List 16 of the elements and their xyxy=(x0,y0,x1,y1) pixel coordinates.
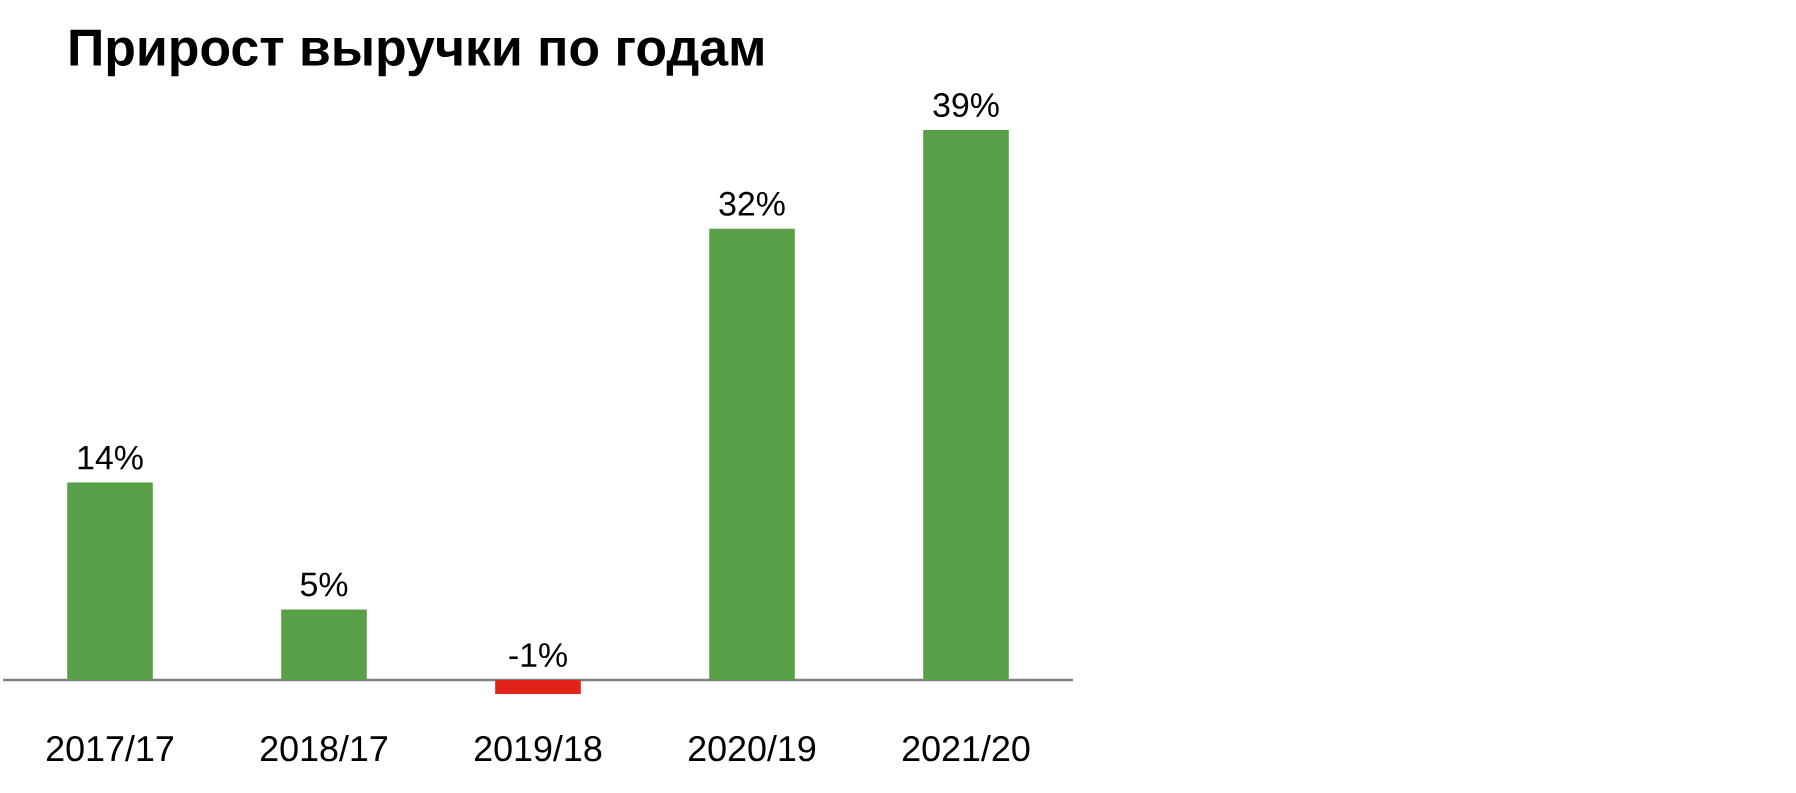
data-label: 39% xyxy=(933,93,999,118)
bar xyxy=(495,680,581,695)
x-tick-label: 2018/17 xyxy=(260,735,388,762)
chart-title: Прирост выручки по годам xyxy=(70,29,763,77)
bar xyxy=(709,228,795,680)
bar xyxy=(67,482,153,680)
data-label: 5% xyxy=(300,572,348,597)
bar xyxy=(923,130,1009,680)
x-tick-label: 2017/17 xyxy=(46,735,174,762)
bar xyxy=(281,609,367,680)
data-label: -1% xyxy=(509,643,567,667)
data-label: 32% xyxy=(719,191,785,216)
x-tick-label: 2021/20 xyxy=(902,735,1030,762)
x-tick-label: 2020/19 xyxy=(688,735,816,762)
data-label: 14% xyxy=(78,445,143,470)
x-tick-label: 2019/18 xyxy=(474,735,602,762)
